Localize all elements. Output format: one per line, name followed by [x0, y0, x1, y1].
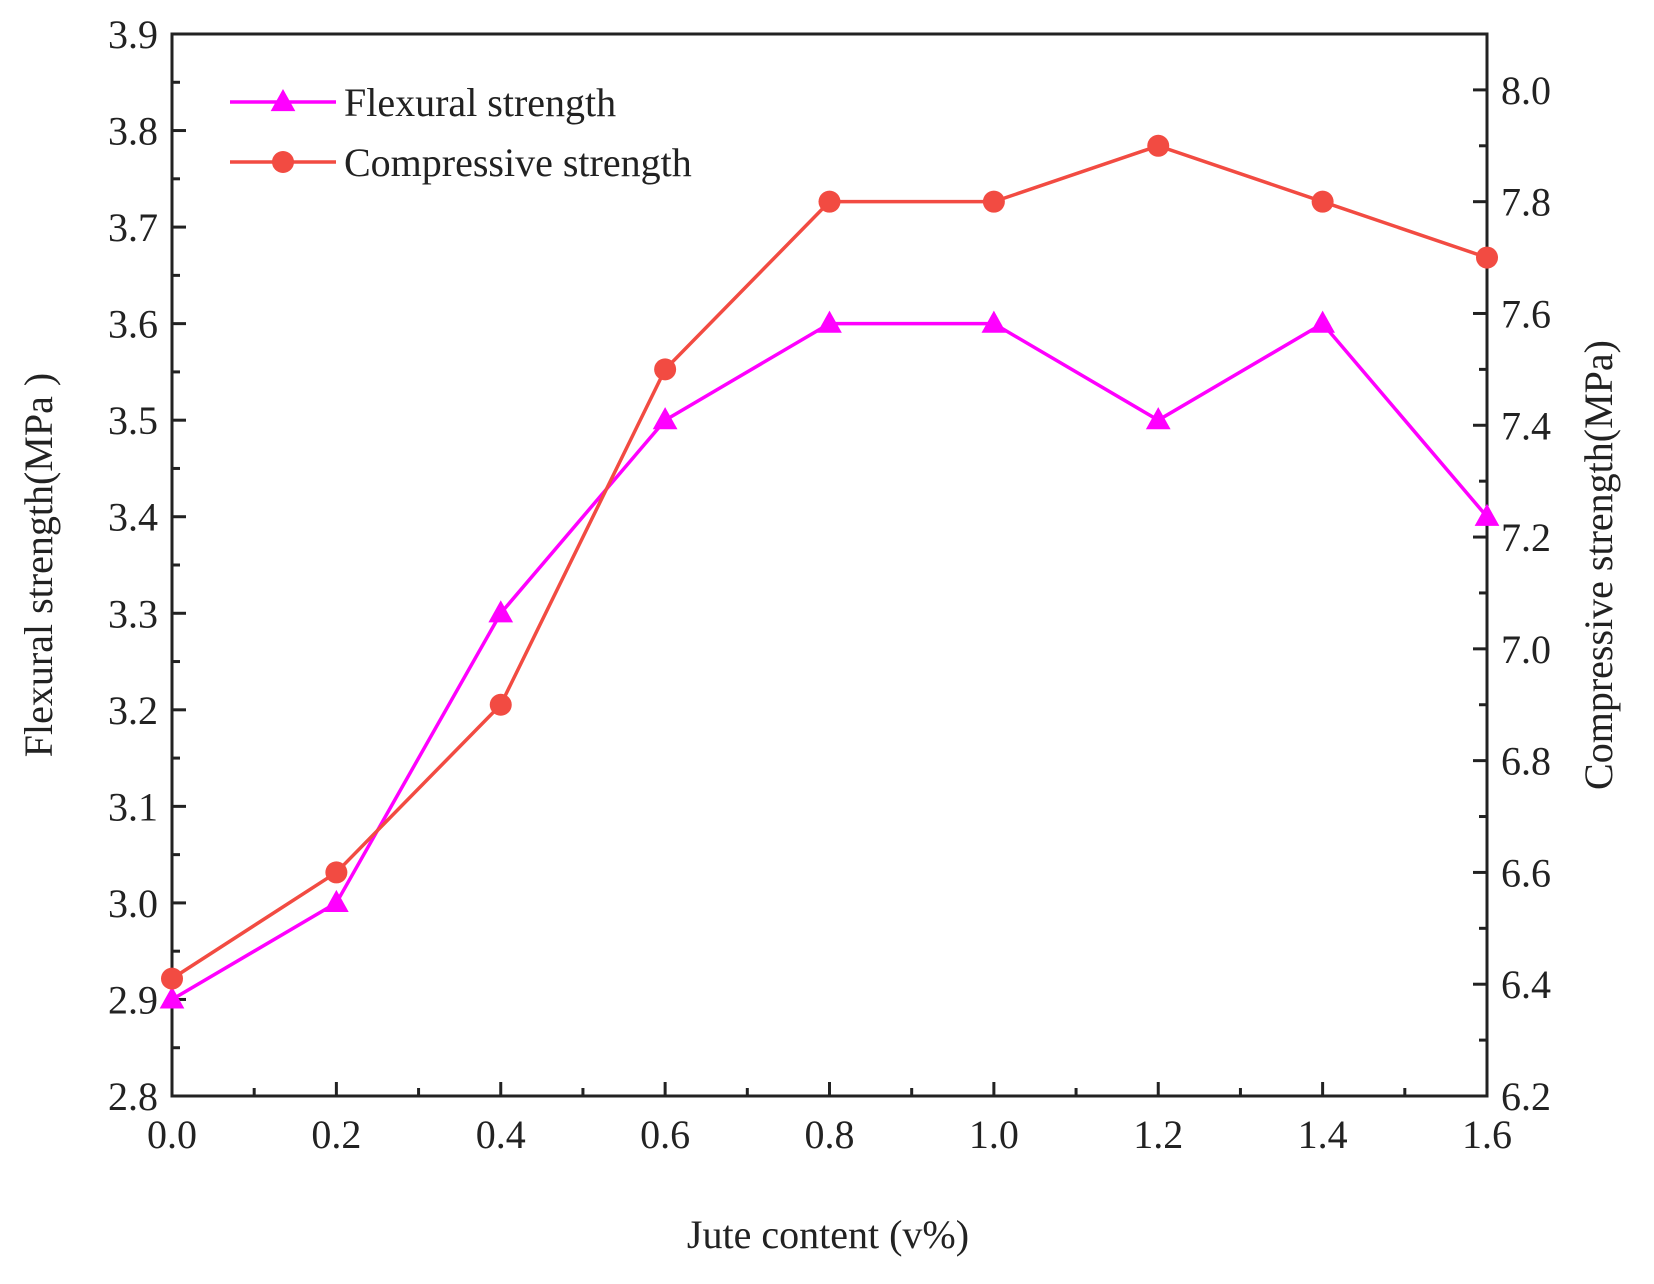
y-left-tick-label: 3.8: [108, 109, 158, 154]
y-left-tick-label: 3.6: [108, 302, 158, 347]
x-tick-label: 0.2: [311, 1112, 361, 1157]
flexural-strength-point: [652, 407, 678, 430]
y-left-tick-label: 3.5: [108, 398, 158, 443]
y-right-tick-label: 7.0: [1501, 627, 1551, 672]
x-tick-label: 1.6: [1462, 1112, 1512, 1157]
legend-flexural-strength-label: Flexural strength: [344, 80, 616, 125]
compressive-strength-point: [325, 861, 348, 884]
series-layer: [159, 134, 1500, 1009]
flexural-strength-point: [817, 310, 842, 333]
y-axis-left-title: Flexural strength(MPa ): [16, 373, 61, 757]
y-right-tick-label: 6.4: [1501, 962, 1551, 1007]
y-right-tick-label: 7.4: [1501, 403, 1551, 448]
compressive-strength-line: [171, 143, 1488, 981]
flexural-strength-point: [1474, 503, 1500, 526]
compressive-strength-point: [161, 967, 183, 990]
flexural-strength-point: [324, 889, 349, 913]
flexural-strength-point: [981, 310, 1007, 333]
x-tick-label: 1.2: [1133, 1112, 1183, 1157]
compressive-strength-point: [1311, 190, 1334, 213]
x-tick-label: 0.6: [640, 1112, 690, 1157]
compressive-strength-point: [489, 693, 512, 716]
legend-flexural-strength-marker: [270, 89, 296, 112]
flexural-strength-point: [488, 600, 514, 623]
compressive-strength-point: [1147, 134, 1170, 157]
y-left-tick-label: 3.0: [108, 881, 158, 926]
y-right-tick-label: 7.8: [1501, 180, 1551, 225]
flexural-strength-point: [159, 986, 185, 1009]
x-tick-label: 0.4: [476, 1112, 526, 1157]
flexural-strength-line: [171, 321, 1489, 1001]
y-left-tick-label: 3.9: [108, 12, 158, 57]
y-left-tick-label: 2.9: [108, 977, 158, 1022]
ticks-layer: 0.0 0.2 0.4 0.6 0.8 1.0 1.2 1.4 1.6 2.8 2.9 3.0 3.1 3…: [108, 12, 1551, 1157]
y-left-tick-label: 3.2: [108, 688, 158, 733]
y-left-tick-label: 3.7: [108, 205, 158, 250]
x-tick-label: 1.0: [969, 1112, 1019, 1157]
legend-compressive-strength-marker: [272, 151, 294, 173]
x-tick-label: 1.4: [1298, 1112, 1348, 1157]
compressive-strength-point: [982, 190, 1005, 213]
y-right-tick-label: 7.6: [1501, 291, 1551, 336]
legend-compressive-strength-label: Compressive strength: [344, 140, 692, 185]
y-left-tick-label: 2.8: [108, 1074, 158, 1119]
y-right-tick-label: 6.8: [1501, 739, 1551, 784]
flexural-strength-point: [1310, 310, 1335, 333]
flexural-strength-point: [1145, 407, 1171, 430]
y-left-tick-label: 3.4: [108, 495, 158, 540]
x-tick-label: 0.8: [805, 1112, 855, 1157]
y-left-tick-label: 3.1: [108, 784, 158, 829]
x-tick-label: 0.0: [147, 1112, 197, 1157]
compressive-strength-point: [654, 358, 677, 381]
legend: Flexural strength Compressive strength: [230, 80, 692, 185]
y-axis-right-title: Compressive strength(MPa): [1576, 340, 1621, 790]
compressive-strength-point: [818, 190, 841, 213]
compressive-strength-point: [1476, 246, 1498, 269]
y-right-tick-label: 6.6: [1501, 850, 1551, 895]
y-left-tick-label: 3.3: [108, 591, 158, 636]
y-right-tick-label: 7.2: [1501, 515, 1551, 560]
y-right-tick-label: 8.0: [1501, 68, 1551, 113]
x-axis-title: Jute content (v%): [687, 1212, 969, 1257]
y-right-tick-label: 6.2: [1501, 1074, 1551, 1119]
